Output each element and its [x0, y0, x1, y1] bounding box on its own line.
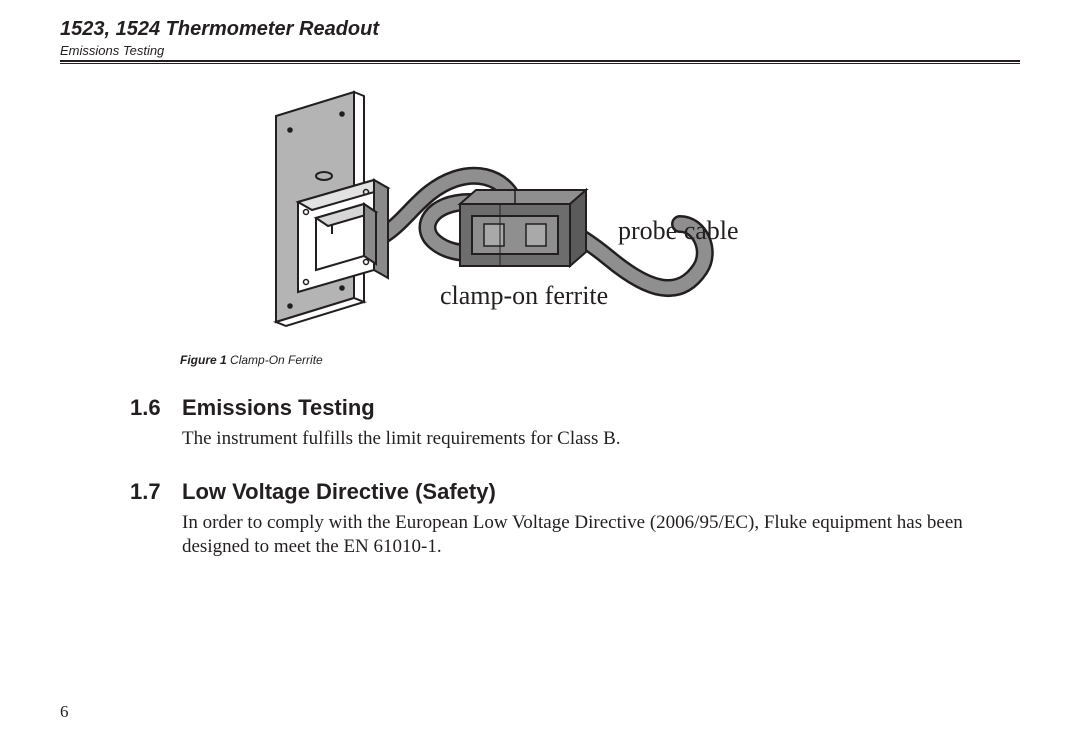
figure-caption-text: Clamp-On Ferrite	[227, 353, 323, 367]
section-body: In order to comply with the European Low…	[182, 511, 1012, 559]
section-number: 1.6	[130, 395, 182, 421]
section-body: The instrument fulfills the limit requir…	[182, 427, 1012, 451]
page-header-subtitle: Emissions Testing	[60, 43, 1020, 58]
figure-caption: Figure 1 Clamp-On Ferrite	[180, 353, 1020, 367]
page-number: 6	[60, 702, 69, 722]
clamp-on-ferrite-label: clamp-on ferrite	[440, 281, 608, 310]
header-rule-thick	[60, 60, 1020, 62]
figure-number: Figure 1	[180, 353, 227, 367]
section-title: Emissions Testing	[182, 395, 375, 421]
section-emissions-testing: 1.6 Emissions Testing The instrument ful…	[60, 395, 1020, 451]
header-rule-thin	[60, 63, 1020, 64]
section-title: Low Voltage Directive (Safety)	[182, 479, 496, 505]
probe-cable-label: probe cable	[618, 216, 739, 245]
section-low-voltage: 1.7 Low Voltage Directive (Safety) In or…	[60, 479, 1020, 559]
clamp-on-ferrite-diagram: probe cable clamp-on ferrite	[60, 84, 1020, 349]
section-number: 1.7	[130, 479, 182, 505]
figure-block: probe cable clamp-on ferrite Figure 1 Cl…	[60, 84, 1020, 367]
page-header-title: 1523, 1524 Thermometer Readout	[60, 18, 1020, 41]
